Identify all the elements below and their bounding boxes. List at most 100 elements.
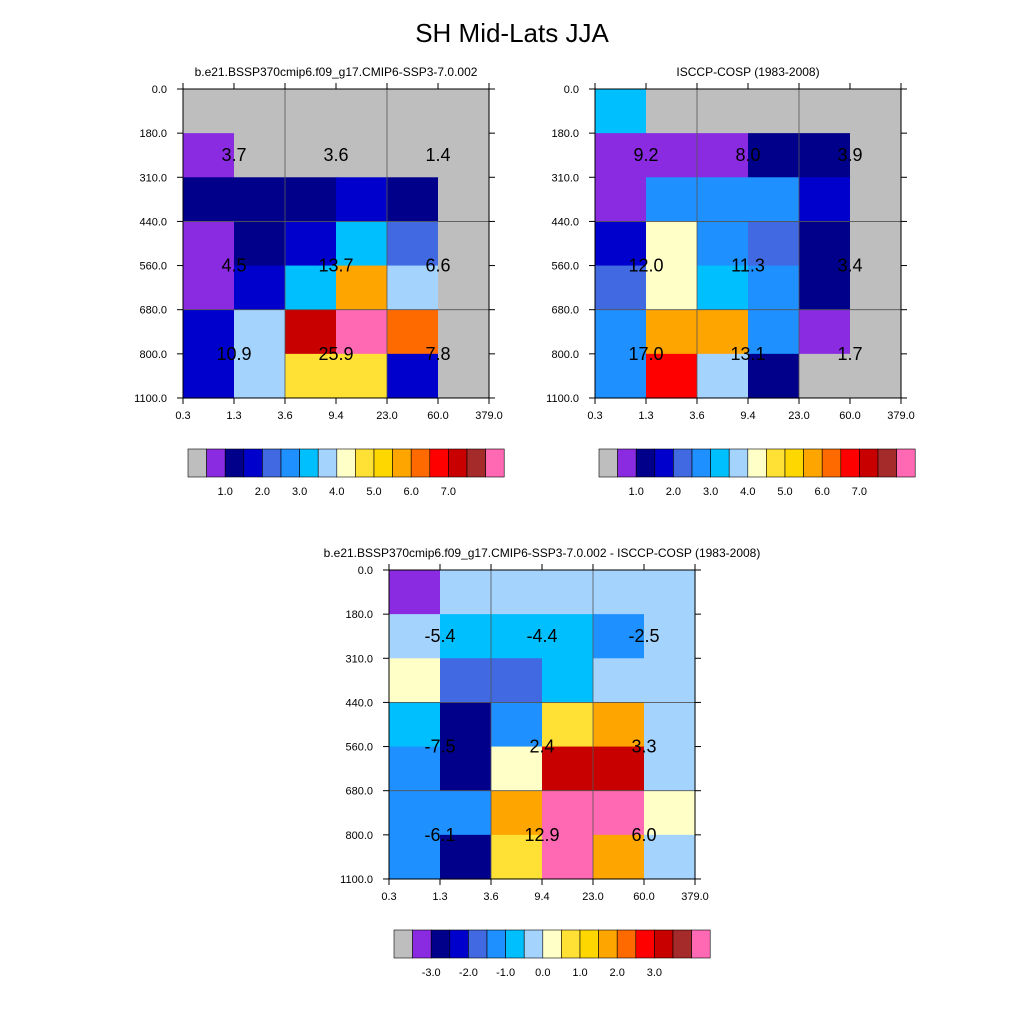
heatmap-cell	[595, 177, 647, 223]
heatmap-cell	[440, 658, 492, 704]
colorbar-tick-label: 2.0	[610, 967, 625, 979]
heatmap-cell	[234, 309, 286, 355]
heatmap-cell	[644, 570, 696, 615]
colorbar-tick-label: 3.0	[292, 486, 307, 498]
heatmap-cell	[440, 614, 492, 659]
y-tick-label: 440.0	[139, 216, 167, 228]
heatmap-cell	[644, 658, 696, 704]
heatmap-cell	[183, 309, 235, 355]
colorbar-swatch	[616, 929, 637, 959]
heatmap-cell	[850, 265, 902, 311]
cell-value-label: 12.0	[628, 256, 663, 276]
colorbar-tick-label: 3.0	[647, 967, 662, 979]
y-tick-label: 310.0	[345, 653, 373, 665]
heatmap-cell	[285, 353, 337, 399]
heatmap-cell	[234, 265, 286, 311]
heatmap-cell	[646, 309, 698, 355]
heatmap-cell	[799, 89, 851, 134]
heatmap-cell	[593, 746, 645, 792]
heatmap-cell	[389, 790, 441, 836]
heatmap-cell	[646, 221, 698, 267]
heatmap-cell	[336, 133, 388, 178]
heatmap-cell	[440, 570, 492, 615]
heatmap-cell	[542, 658, 594, 704]
heatmap-cell	[389, 746, 441, 792]
heatmap-cell	[336, 89, 388, 134]
colorbar-swatch	[598, 448, 618, 478]
y-tick-label: 800.0	[345, 830, 373, 842]
x-tick-label: 60.0	[839, 410, 860, 422]
x-tick-label: 9.4	[328, 410, 343, 422]
heatmap-cell	[285, 265, 337, 311]
y-tick-label: 1100.0	[134, 393, 167, 405]
colorbar-swatch	[654, 448, 674, 478]
colorbar-swatch	[784, 448, 804, 478]
colorbar-swatch	[691, 448, 711, 478]
colorbar-swatch	[579, 929, 599, 959]
colorbar-swatch	[859, 448, 879, 478]
heatmap-cell	[644, 834, 696, 880]
colorbar-swatch	[840, 448, 860, 478]
y-tick-label: 310.0	[551, 172, 579, 184]
colorbar-swatch	[877, 448, 897, 478]
heatmap-cell	[336, 221, 388, 267]
heatmap-cell	[593, 790, 645, 836]
colorbar-swatch	[468, 929, 488, 959]
heatmap-cell	[748, 89, 800, 134]
heatmap-cell	[799, 177, 851, 223]
cell-value-label: 17.0	[628, 344, 663, 364]
y-tick-label: 680.0	[551, 305, 579, 317]
heatmap-cell	[440, 746, 492, 792]
colorbar-tick-label: 1.0	[218, 486, 233, 498]
y-tick-label: 560.0	[139, 261, 167, 273]
heatmap-cell	[491, 614, 543, 659]
cell-value-label: 6.0	[631, 825, 656, 845]
heatmap-cell	[697, 265, 749, 311]
heatmap-cell	[491, 746, 543, 792]
x-tick-label: 1.3	[432, 891, 447, 903]
y-tick-label: 0.0	[358, 565, 373, 577]
heatmap-cell	[389, 658, 441, 704]
heatmap-cell	[850, 221, 902, 267]
colorbar-swatch	[280, 448, 300, 478]
heatmap-cell	[646, 353, 698, 399]
heatmap-cell	[595, 265, 647, 311]
y-tick-label: 180.0	[345, 609, 373, 621]
colorbar-tick-label: 0.0	[535, 967, 550, 979]
heatmap-cell	[799, 309, 851, 355]
heatmap-cell	[491, 834, 543, 880]
heatmap-cell	[438, 177, 490, 223]
cell-value-label: -4.4	[526, 626, 557, 646]
heatmap-cell	[285, 221, 337, 267]
cell-value-label: 3.6	[323, 145, 348, 165]
colorbar-tick-label: -2.0	[459, 967, 478, 979]
cell-value-label: 11.3	[731, 256, 765, 276]
x-tick-label: 379.0	[475, 410, 503, 422]
heatmap-cell	[644, 702, 696, 748]
heatmap-cell	[850, 309, 902, 355]
cell-value-label: 3.9	[837, 145, 862, 165]
colorbar-tick-label: 1.0	[629, 486, 644, 498]
heatmap-cell	[542, 570, 594, 615]
heatmap-cell	[285, 177, 337, 223]
cell-value-label: 3.7	[221, 145, 246, 165]
heatmap-cell	[799, 221, 851, 267]
colorbar-tick-label: 2.0	[666, 486, 681, 498]
cell-value-label: 7.8	[425, 344, 450, 364]
colorbar-swatch	[542, 929, 562, 959]
colorbar-swatch	[336, 448, 356, 478]
colorbar-swatch	[766, 448, 786, 478]
colorbar-swatch	[673, 448, 693, 478]
panel-observations: ISCCP-COSP (1983-2008) 0.0 180.0 310.0 440.0…	[546, 65, 916, 498]
panel-title: ISCCP-COSP (1983-2008)	[676, 65, 819, 79]
x-tick-label: 0.3	[175, 410, 190, 422]
heatmap-cell	[440, 834, 492, 880]
heatmap-cell	[440, 702, 492, 748]
heatmap-cell	[387, 89, 439, 134]
heatmap-cell	[748, 221, 800, 267]
colorbar-swatch	[299, 448, 319, 478]
heatmap-cell	[593, 658, 645, 704]
heatmap-cell	[644, 614, 696, 659]
heatmap-cell	[438, 133, 490, 178]
